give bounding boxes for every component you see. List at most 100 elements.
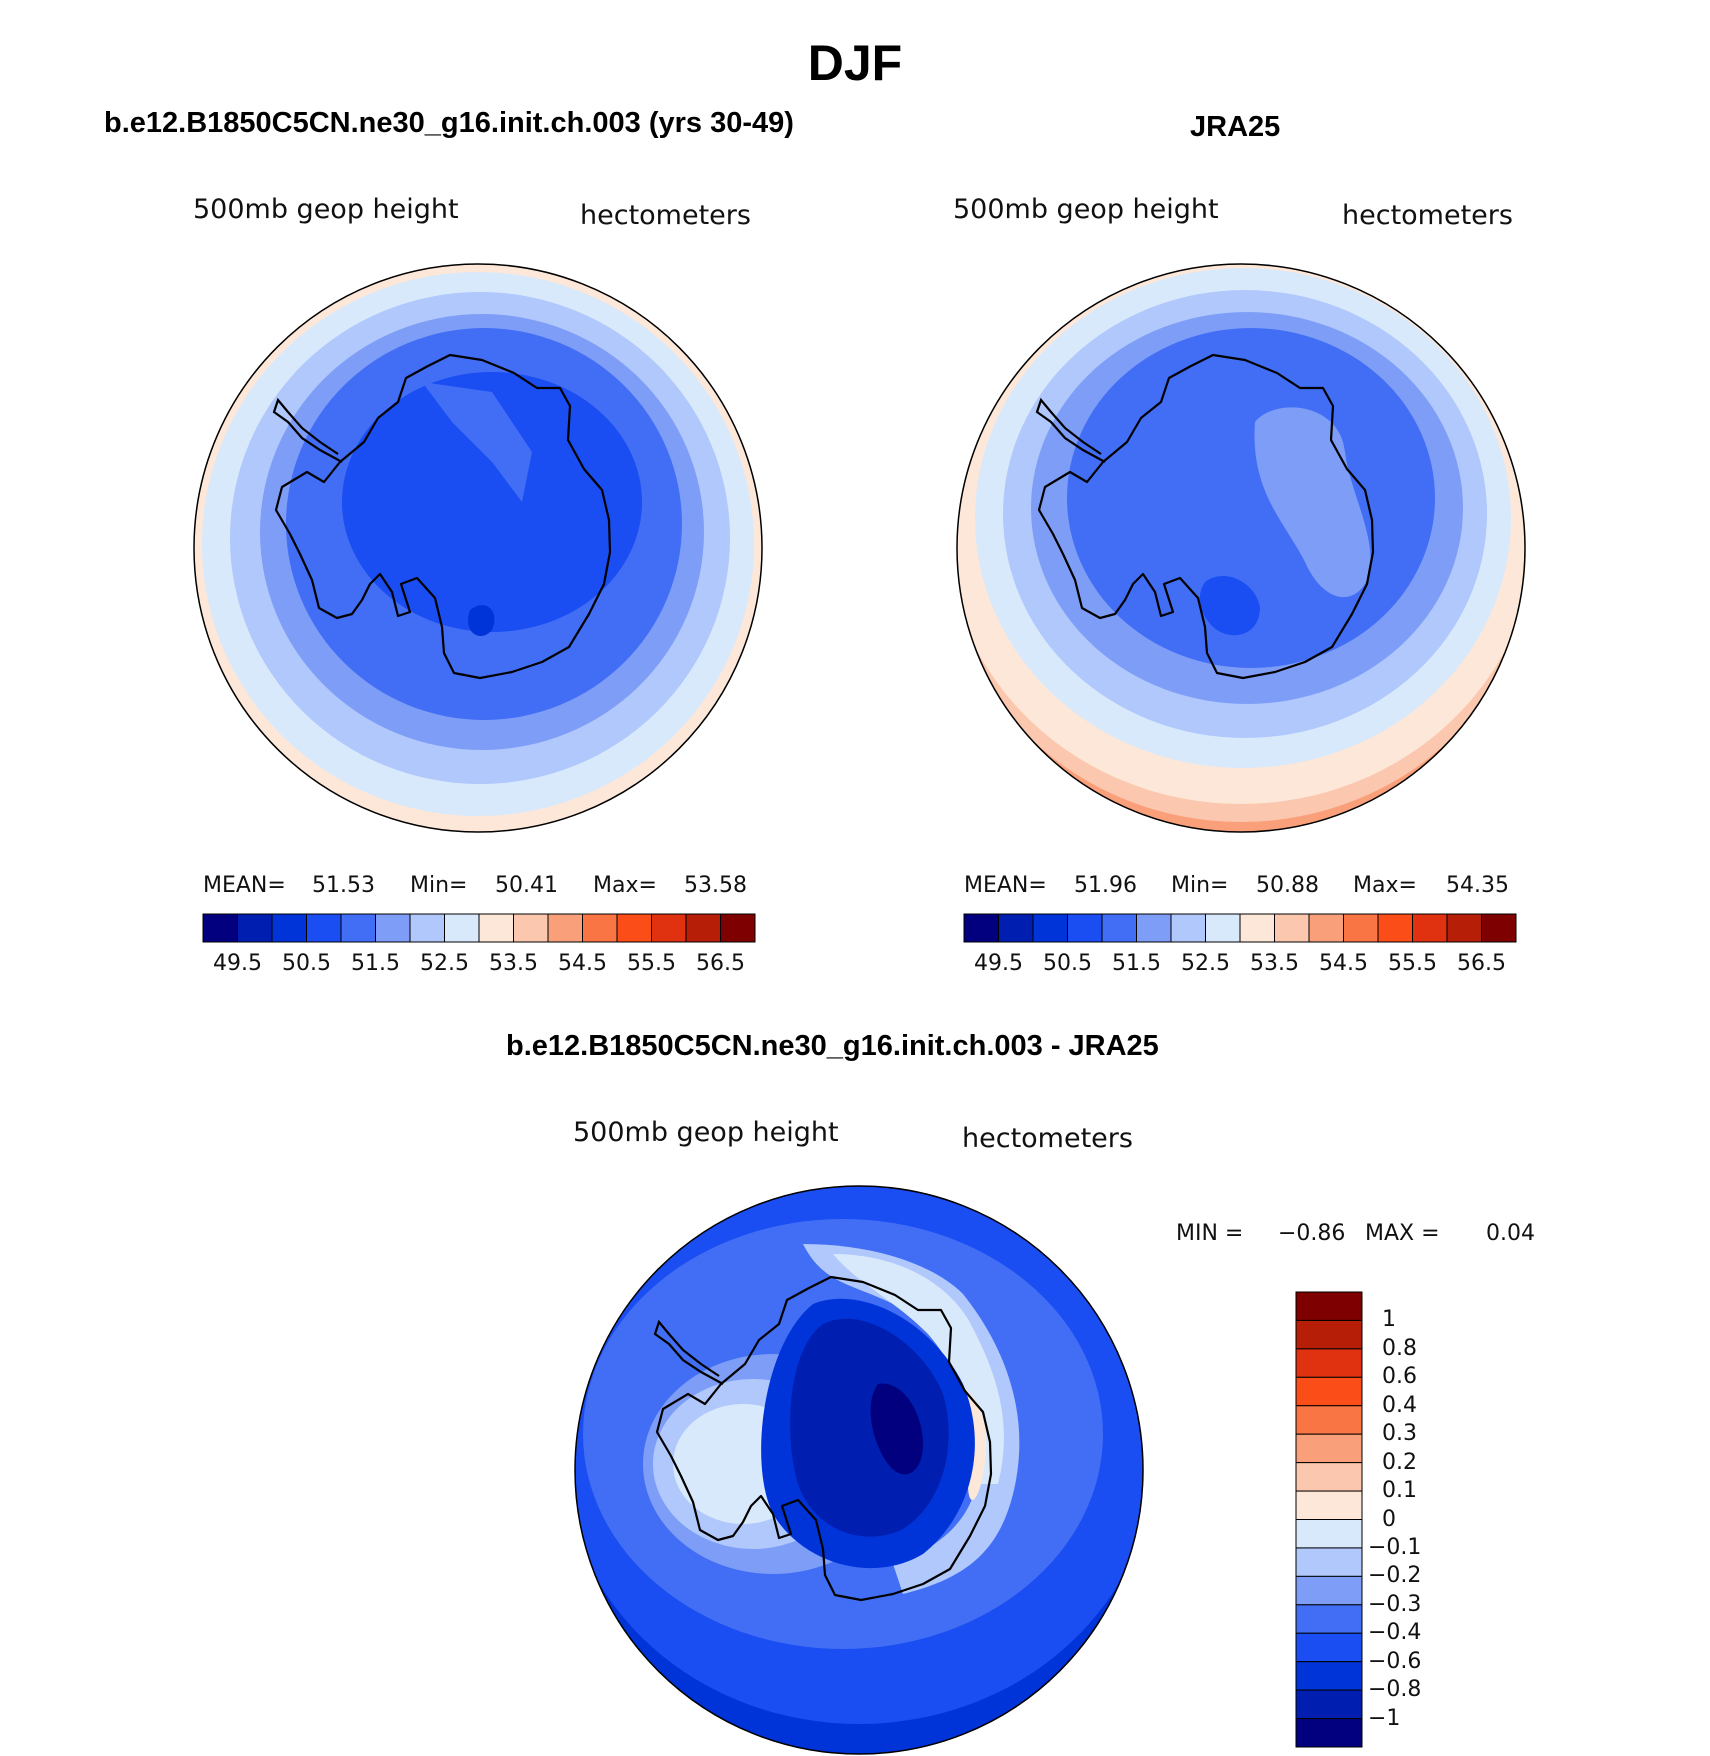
difference-colorbar <box>1295 1291 1363 1748</box>
panel-2-map-coastline <box>1035 397 1106 463</box>
panel-2-colorbar-swatch <box>1032 913 1068 943</box>
panel-2-colorbar-tick-label: 55.5 <box>1388 951 1437 976</box>
panel-1-colorbar-tick-label: 49.5 <box>213 951 262 976</box>
difference-colorbar-tick-label: 0.4 <box>1382 1392 1417 1418</box>
panel-1-colorbar-tick-label: 53.5 <box>489 951 538 976</box>
difference-colorbar-tick-label: −0.2 <box>1368 1563 1422 1589</box>
panel-2-max-value: 54.35 <box>1446 873 1509 898</box>
panel-1-colorbar-swatch <box>202 913 238 943</box>
panel-2-colorbar-tick-label: 49.5 <box>974 951 1023 976</box>
difference-colorbar-swatch <box>1295 1291 1363 1321</box>
difference-map-contour-band <box>790 1318 949 1537</box>
difference-min-label: MIN = <box>1176 1221 1244 1246</box>
panel-1-mean-value: 51.53 <box>312 873 375 898</box>
panel-1-min-value: 50.41 <box>495 873 558 898</box>
panel-2-colorbar-swatch <box>1481 913 1517 943</box>
panel-1-colorbar-swatch <box>444 913 480 943</box>
difference-map-coastline <box>653 1319 724 1385</box>
panel-1-colorbar-tick-label: 56.5 <box>696 951 745 976</box>
difference-colorbar-swatch <box>1295 1689 1363 1720</box>
difference-max-label: MAX = <box>1365 1221 1440 1246</box>
panel-2-colorbar-tick-label: 50.5 <box>1043 951 1092 976</box>
panel-1-title: b.e12.B1850C5CN.ne30_g16.init.ch.003 (yr… <box>104 107 794 139</box>
difference-colorbar-swatch <box>1295 1405 1363 1435</box>
panel-2-colorbar-tick-label: 52.5 <box>1181 951 1230 976</box>
panel-2-colorbar-swatch <box>1343 913 1379 943</box>
panel-2-colorbar-swatch <box>1412 913 1448 943</box>
difference-colorbar-tick-label: 0.2 <box>1382 1449 1417 1475</box>
panel-2-variable-label: 500mb geop height <box>953 194 1219 225</box>
panel-1-map-contour-band <box>342 372 642 632</box>
panel-2-colorbar-swatch <box>1101 913 1137 943</box>
difference-variable-label: 500mb geop height <box>573 1117 839 1148</box>
panel-2-colorbar-tick-label: 54.5 <box>1319 951 1368 976</box>
panel-2-colorbar-tick-label: 53.5 <box>1250 951 1299 976</box>
panel-2-mean-value: 51.96 <box>1074 873 1137 898</box>
difference-min-value: −0.86 <box>1278 1221 1346 1246</box>
difference-colorbar-tick-label: 1 <box>1382 1307 1396 1333</box>
panel-2-colorbar-swatch <box>1274 913 1310 943</box>
panel-1-map-coastline <box>272 397 343 463</box>
difference-map <box>574 1185 1144 1755</box>
panel-1-variable-label: 500mb geop height <box>193 194 459 225</box>
panel-1-mean-label: MEAN= <box>203 873 286 898</box>
panel-2-units-label: hectometers <box>1342 200 1513 231</box>
difference-colorbar-swatch <box>1295 1604 1363 1634</box>
panel-1-min-label: Min= <box>410 873 468 898</box>
difference-colorbar-swatch <box>1295 1376 1363 1407</box>
panel-2-colorbar-labels: 49.5 50.5 51.5 52.5 53.5 54.5 55.5 56.5 <box>964 951 1516 981</box>
panel-2-min-value: 50.88 <box>1256 873 1319 898</box>
panel-1-colorbar-swatch <box>306 913 342 943</box>
difference-map-contour-band <box>833 1254 1004 1484</box>
panel-2-colorbar-swatch <box>1067 913 1103 943</box>
panel-2-colorbar-tick-label: 56.5 <box>1457 951 1506 976</box>
panel-1-colorbar <box>202 913 756 943</box>
panel-1-map-border <box>193 263 763 833</box>
difference-colorbar-tick-label: −0.6 <box>1368 1648 1422 1674</box>
difference-colorbar-tick-label: −0.3 <box>1368 1591 1422 1617</box>
panel-1-map-coastline <box>274 353 612 680</box>
difference-colorbar-swatch <box>1295 1718 1363 1748</box>
difference-colorbar-tick-label: −0.4 <box>1368 1620 1422 1646</box>
difference-colorbar-swatch <box>1295 1632 1363 1663</box>
panel-2-colorbar-swatch <box>1308 913 1344 943</box>
panel-1-map <box>193 263 763 833</box>
panel-1-map-contour-band <box>422 382 532 502</box>
difference-colorbar-labels: 1 0.8 0.6 0.4 0.3 0.2 0.1 0 −0.1 −0.2 −0.3 −0.4 −0.6… <box>1362 1292 1442 1747</box>
panel-2-min-label: Min= <box>1171 873 1229 898</box>
panel-2-map-border <box>956 263 1526 833</box>
difference-colorbar-tick-label: −0.1 <box>1368 1534 1422 1560</box>
panel-1-colorbar-swatch <box>513 913 549 943</box>
panel-1-units-label: hectometers <box>580 200 751 231</box>
panel-1-map-contour-band <box>468 605 495 637</box>
difference-colorbar-tick-label: 0.1 <box>1382 1478 1417 1504</box>
difference-colorbar-swatch <box>1295 1433 1363 1464</box>
difference-map-coastline <box>655 1275 993 1602</box>
panel-1-colorbar-tick-label: 50.5 <box>282 951 331 976</box>
panel-1-colorbar-swatch <box>685 913 721 943</box>
difference-colorbar-tick-label: 0 <box>1382 1506 1396 1532</box>
panel-1-colorbar-swatch <box>478 913 514 943</box>
difference-colorbar-swatch <box>1295 1462 1363 1492</box>
difference-colorbar-swatch <box>1295 1575 1363 1606</box>
panel-1-colorbar-swatch <box>409 913 445 943</box>
difference-units-label: hectometers <box>962 1123 1133 1154</box>
figure-title: DJF <box>807 35 903 91</box>
difference-colorbar-tick-label: −1 <box>1368 1705 1401 1731</box>
panel-2-colorbar-tick-label: 51.5 <box>1112 951 1161 976</box>
panel-2-map-contour-band <box>1254 407 1371 598</box>
difference-colorbar-swatch <box>1295 1490 1363 1520</box>
panel-2-colorbar-swatch <box>1205 913 1241 943</box>
panel-2-map-contour-band <box>1199 576 1260 636</box>
panel-2-colorbar-swatch <box>1239 913 1275 943</box>
difference-colorbar-tick-label: 0.3 <box>1382 1421 1417 1447</box>
panel-2-colorbar <box>963 913 1517 943</box>
panel-2-mean-label: MEAN= <box>964 873 1047 898</box>
panel-2-colorbar-swatch <box>1446 913 1482 943</box>
panel-1-colorbar-tick-label: 52.5 <box>420 951 469 976</box>
panel-1-colorbar-tick-label: 55.5 <box>627 951 676 976</box>
difference-colorbar-tick-label: 0.6 <box>1382 1364 1417 1390</box>
panel-2-map <box>956 263 1526 833</box>
panel-1-colorbar-labels: 49.5 50.5 51.5 52.5 53.5 54.5 55.5 56.5 <box>203 951 755 981</box>
difference-colorbar-swatch <box>1295 1319 1363 1350</box>
